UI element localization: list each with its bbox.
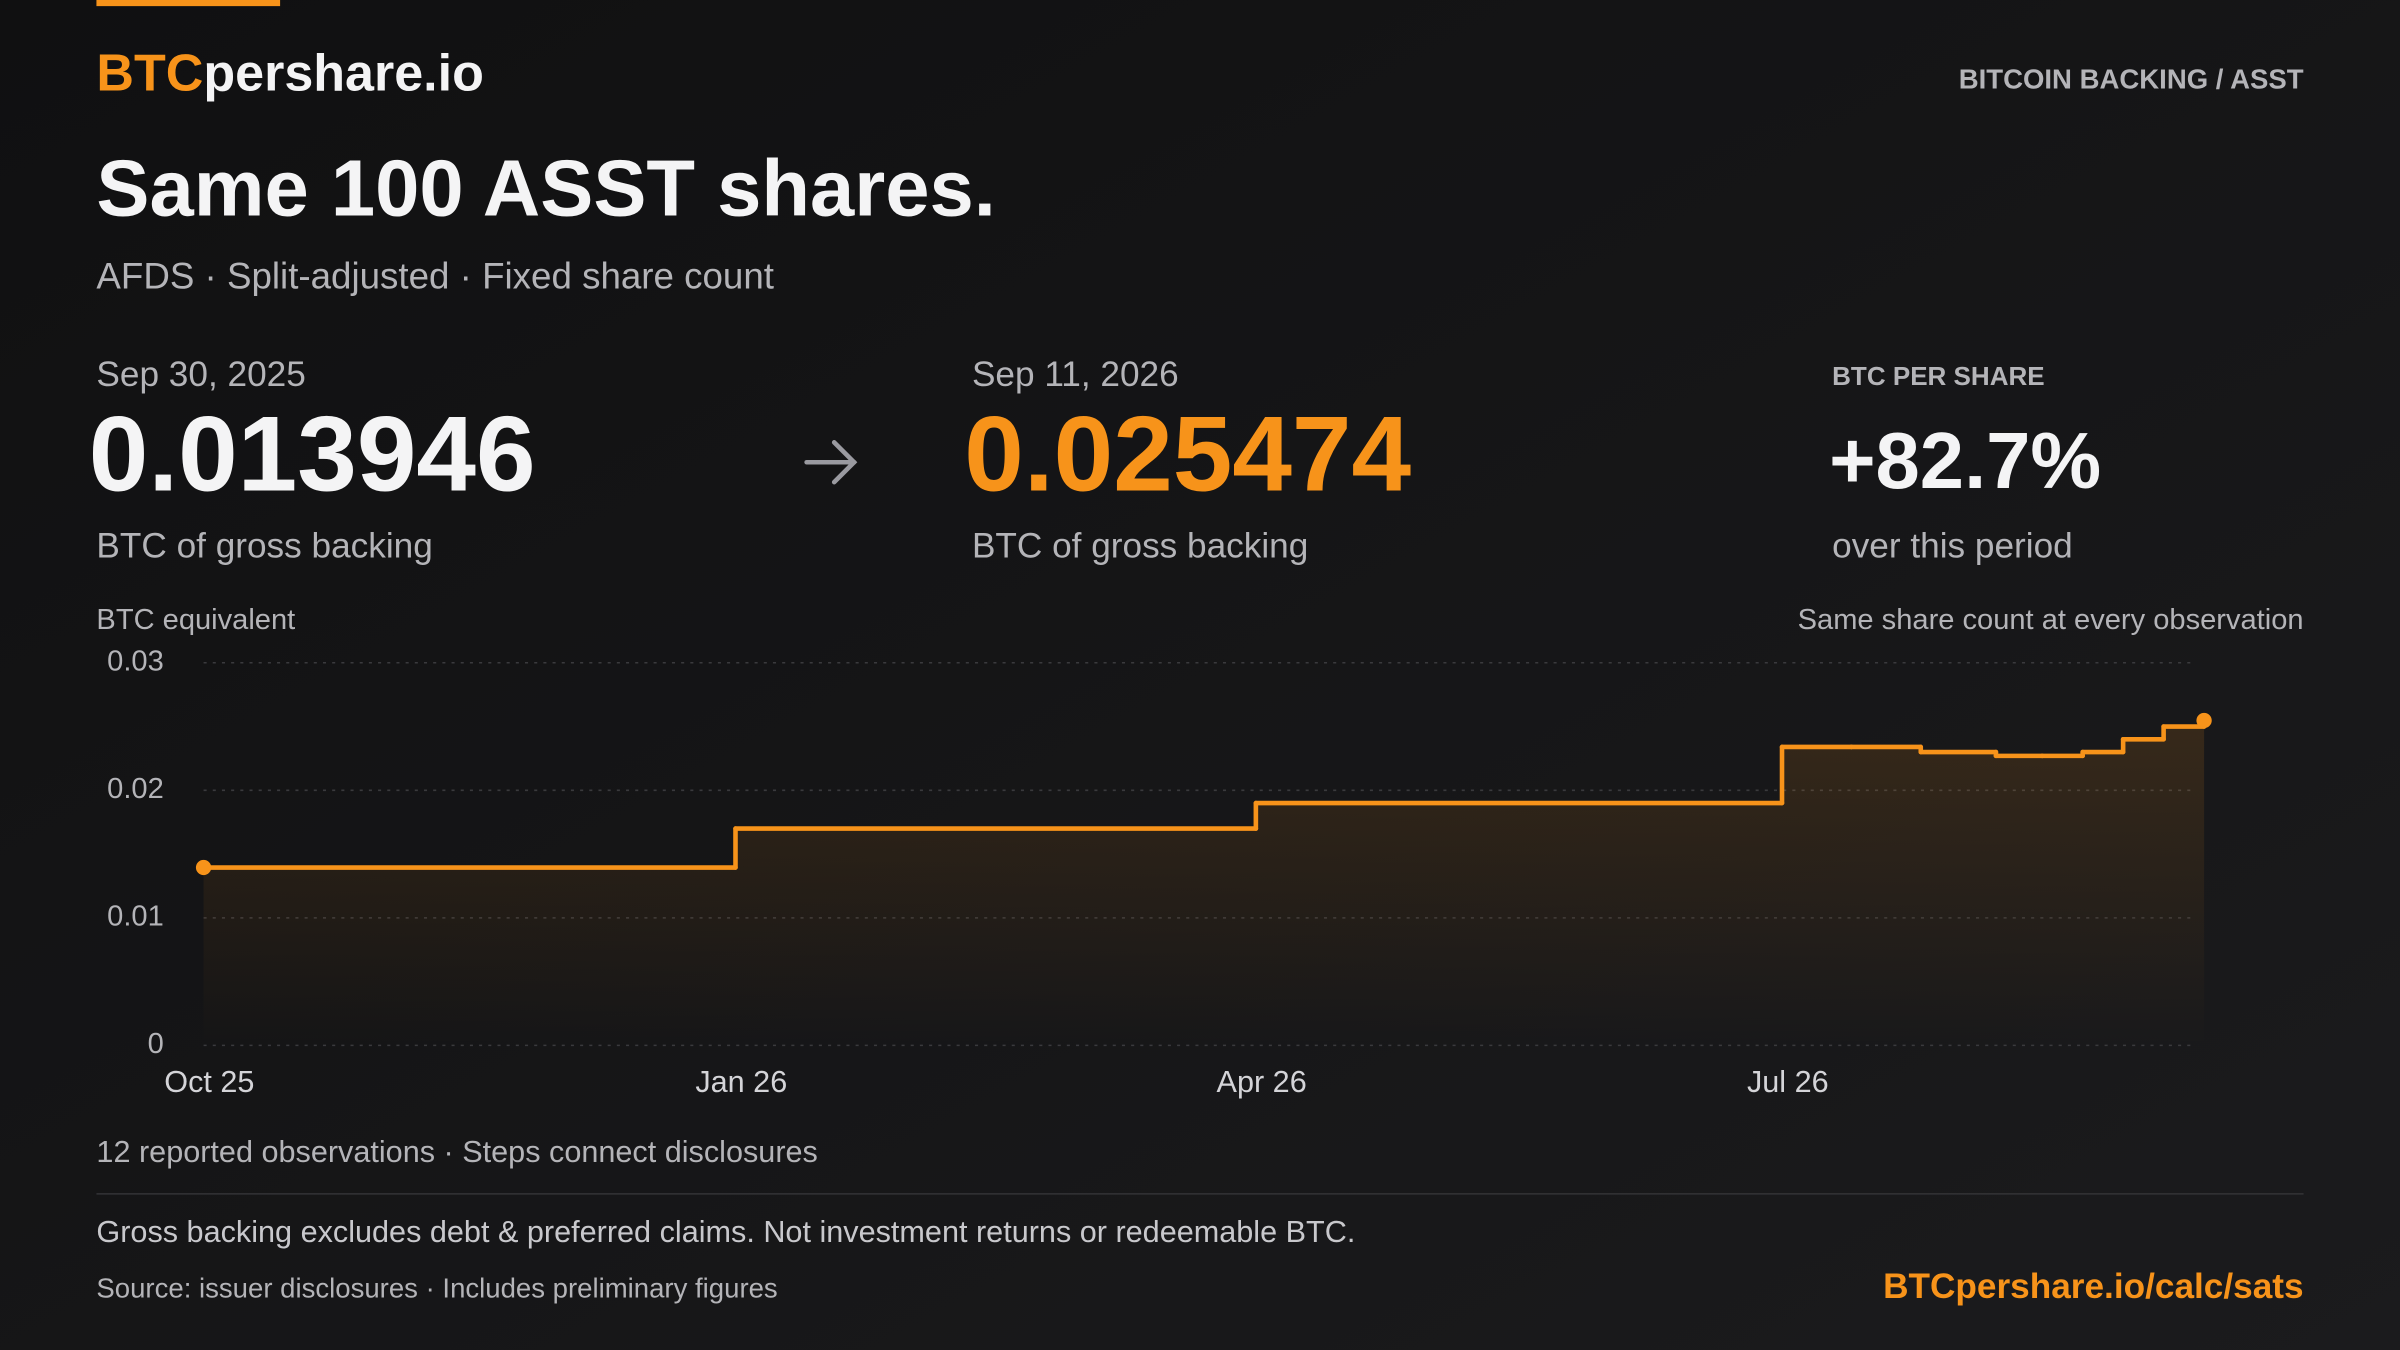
chart-note: Same share count at every observation — [1798, 604, 2304, 636]
start-date: Sep 30, 2025 — [96, 355, 305, 394]
observations-note: 12 reported observations · Steps connect… — [96, 1135, 817, 1169]
x-tick-label: Jan 26 — [695, 1065, 787, 1099]
start-caption: BTC of gross backing — [96, 526, 432, 565]
endpoint — [195, 859, 212, 876]
header-tag: BITCOIN BACKING / ASST — [1959, 63, 2304, 94]
x-tick-label: Apr 26 — [1217, 1065, 1307, 1099]
x-tick-label: Jul 26 — [1747, 1065, 1829, 1099]
start-value: 0.013946 — [89, 394, 536, 514]
area-fill — [203, 720, 2205, 1046]
arrow — [804, 440, 858, 485]
endpoint — [2196, 712, 2212, 729]
source: Source: issuer disclosures · Includes pr… — [96, 1273, 777, 1304]
brand: BTCpershare.io — [96, 44, 483, 102]
site-link[interactable]: BTCpershare.io/calc/sats — [1883, 1267, 2303, 1306]
end-caption: BTC of gross backing — [972, 526, 1308, 565]
accent-bar — [96, 0, 281, 7]
brand-rest: pershare.io — [203, 44, 484, 102]
y-axis-label: BTC equivalent — [96, 604, 295, 636]
end-date: Sep 11, 2026 — [972, 355, 1179, 394]
end-value: 0.025474 — [964, 394, 1411, 514]
plot: 0 0.01 0.02 0.03 Oct 25 Jan 26 Apr 26 Jul 26 — [107, 645, 2212, 1099]
change-caption: over this period — [1832, 526, 2073, 565]
y-tick-label: 0.01 — [107, 901, 164, 933]
change-value: +82.7% — [1829, 416, 2101, 505]
subtitle: AFDS · Split-adjusted · Fixed share coun… — [96, 255, 774, 296]
disclaimer: Gross backing excludes debt & preferred … — [96, 1215, 1355, 1249]
y-tick-label: 0.03 — [107, 645, 164, 677]
change-label: BTC PER SHARE — [1832, 361, 2044, 391]
x-tick-label: Oct 25 — [164, 1065, 254, 1099]
brand-highlight: BTC — [96, 44, 203, 102]
title: Same 100 ASST shares. — [96, 143, 995, 232]
y-tick-label: 0.02 — [107, 773, 164, 805]
y-tick-label: 0 — [148, 1028, 164, 1060]
